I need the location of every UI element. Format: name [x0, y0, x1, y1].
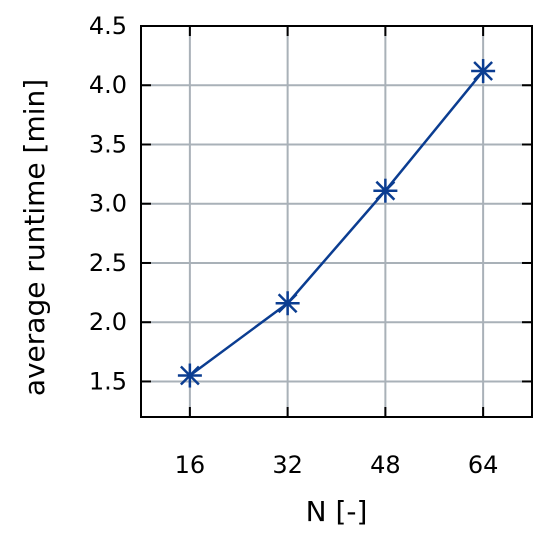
y-tick-label-4: 3.5	[89, 130, 127, 158]
y-tick-labels: 1.5 2.0 2.5 3.0 3.5 4.0 4.5	[89, 12, 127, 395]
x-axis-label: N [-]	[306, 495, 368, 528]
x-tick-label-0: 16	[175, 451, 206, 479]
y-tick-label-0: 1.5	[89, 367, 127, 395]
x-tick-labels: 16 32 48 64	[175, 451, 499, 479]
data-point-2	[373, 178, 398, 203]
y-tick-label-5: 4.0	[89, 71, 127, 99]
data-point-0	[177, 363, 202, 388]
y-tick-label-6: 4.5	[89, 12, 127, 40]
y-tick-label-1: 2.0	[89, 308, 127, 336]
data-point-1	[275, 291, 300, 316]
data-point-3	[471, 59, 496, 84]
x-tick-label-2: 48	[370, 451, 401, 479]
x-tick-label-1: 32	[272, 451, 303, 479]
plot-frame	[140, 25, 533, 418]
y-tick-label-3: 3.0	[89, 190, 127, 218]
series-layer	[177, 59, 496, 388]
x-tick-label-3: 64	[468, 451, 499, 479]
axis-ticks	[141, 25, 532, 417]
y-tick-label-2: 2.5	[89, 249, 127, 277]
y-axis-label: average runtime [min]	[18, 79, 51, 396]
series-line-0	[189, 70, 485, 377]
